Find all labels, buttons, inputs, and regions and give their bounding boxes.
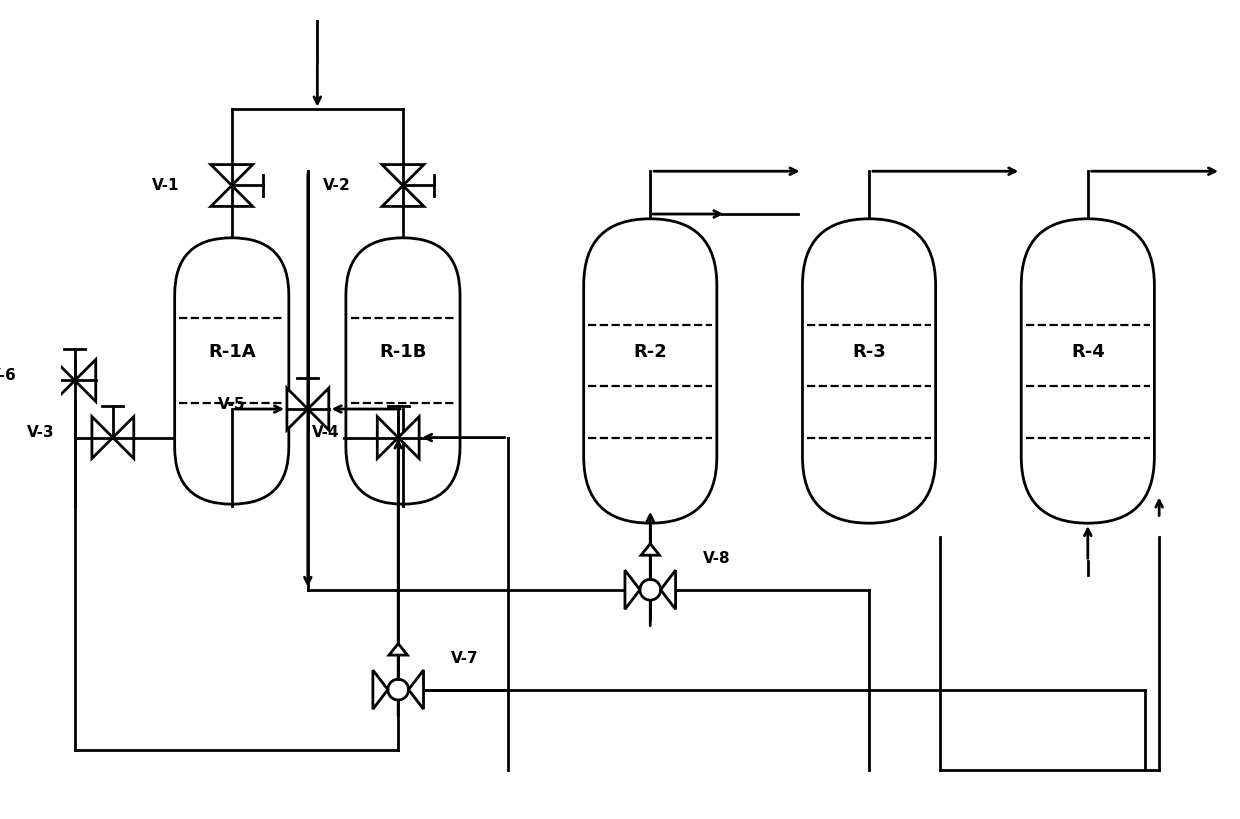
Polygon shape: [389, 644, 408, 655]
Polygon shape: [661, 570, 676, 609]
Text: V-2: V-2: [322, 178, 351, 193]
Text: R-4: R-4: [1071, 343, 1105, 361]
Text: V-6: V-6: [0, 369, 16, 383]
Text: V-1: V-1: [153, 178, 180, 193]
Text: R-2: R-2: [634, 343, 667, 361]
Circle shape: [640, 579, 661, 600]
Polygon shape: [382, 185, 424, 206]
Polygon shape: [286, 388, 308, 430]
Polygon shape: [308, 388, 329, 430]
Text: R-3: R-3: [852, 343, 885, 361]
Polygon shape: [382, 165, 424, 185]
Polygon shape: [625, 570, 640, 609]
Text: V-8: V-8: [703, 551, 730, 566]
Polygon shape: [92, 417, 113, 459]
Text: V-3: V-3: [26, 425, 55, 441]
Polygon shape: [408, 670, 424, 709]
Text: V-7: V-7: [450, 651, 479, 666]
Text: V-4: V-4: [312, 425, 340, 441]
FancyBboxPatch shape: [802, 219, 936, 523]
Text: R-1B: R-1B: [379, 343, 427, 361]
Circle shape: [388, 679, 408, 700]
Polygon shape: [641, 544, 660, 555]
Polygon shape: [211, 165, 253, 185]
Polygon shape: [398, 417, 419, 459]
Polygon shape: [373, 670, 388, 709]
FancyBboxPatch shape: [584, 219, 717, 523]
FancyBboxPatch shape: [1022, 219, 1154, 523]
Polygon shape: [53, 360, 74, 401]
Text: R-1A: R-1A: [208, 343, 255, 361]
Polygon shape: [377, 417, 398, 459]
FancyBboxPatch shape: [346, 238, 460, 505]
Polygon shape: [113, 417, 134, 459]
Polygon shape: [211, 185, 253, 206]
FancyBboxPatch shape: [175, 238, 289, 505]
Text: V-5: V-5: [217, 396, 246, 412]
Polygon shape: [74, 360, 95, 401]
